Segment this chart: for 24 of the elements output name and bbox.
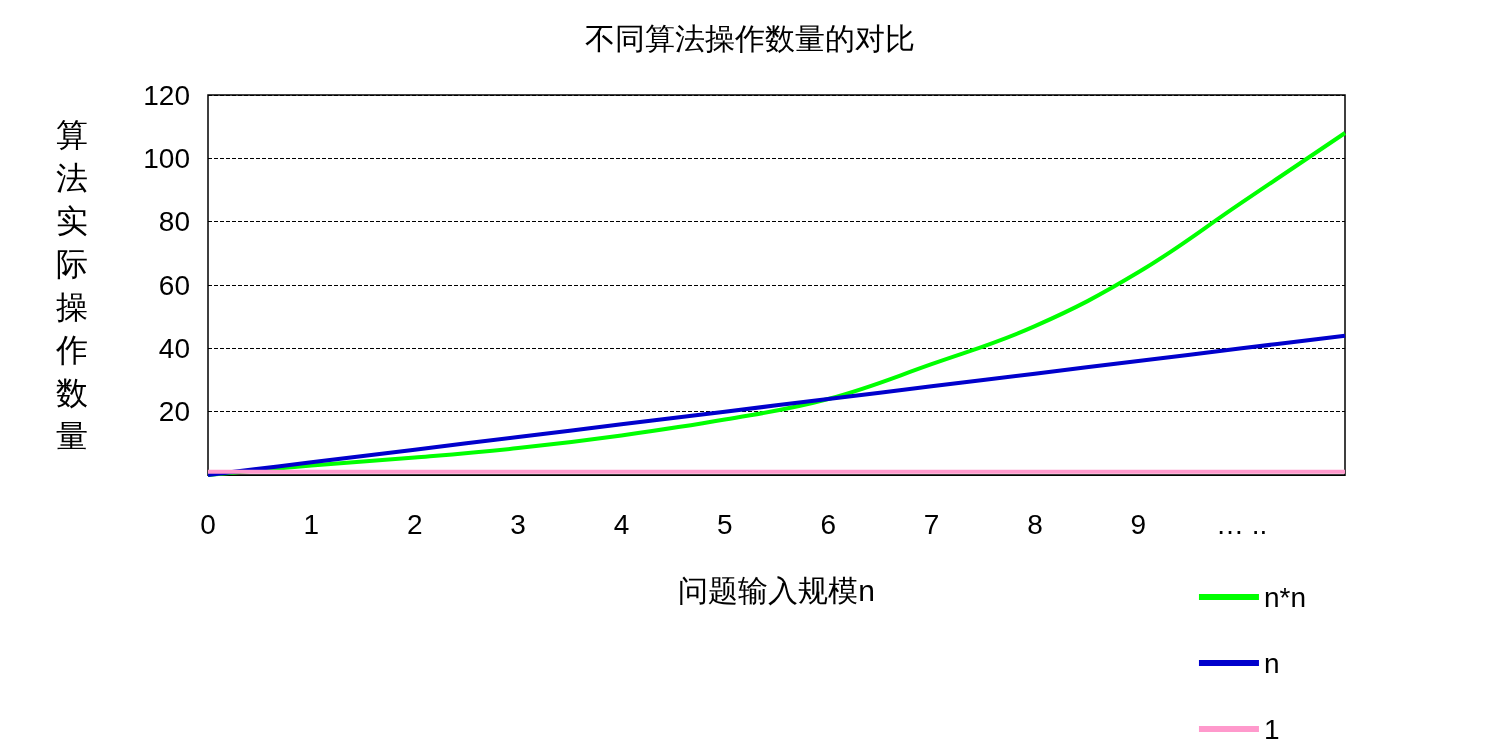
y-tick-label: 100 — [143, 142, 190, 174]
y-tick-label: 80 — [158, 206, 190, 238]
y-tick-label: 120 — [143, 79, 190, 111]
x-tick-label: 8 — [1027, 508, 1043, 540]
y-tick-label: 60 — [158, 269, 190, 301]
x-tick-label: 7 — [923, 508, 940, 540]
y-tick-label: 20 — [158, 396, 190, 428]
x-tick-label: 2 — [406, 508, 423, 540]
y-axis-title: 算法实际操作数量 — [55, 116, 88, 454]
x-tick-label: 4 — [613, 508, 630, 540]
x-tick-label: 1 — [303, 508, 320, 540]
x-tick-label: … .. — [1215, 508, 1268, 540]
x-axis-title: 问题输入规模n — [678, 573, 875, 607]
x-tick-label: 0 — [200, 508, 216, 540]
legend-label: n — [1263, 647, 1280, 679]
x-tick-label: 6 — [820, 508, 836, 540]
line-series — [206, 333, 1347, 477]
x-tick-label: 5 — [717, 508, 733, 540]
x-tick-label: 3 — [510, 508, 526, 540]
x-tick-label: 9 — [1130, 508, 1147, 540]
y-tick-label: 40 — [158, 332, 190, 364]
legend-label: 1 — [1263, 713, 1280, 745]
chart-title: 不同算法操作数量的对比 — [584, 21, 915, 55]
legend-label: n*n — [1263, 581, 1307, 613]
